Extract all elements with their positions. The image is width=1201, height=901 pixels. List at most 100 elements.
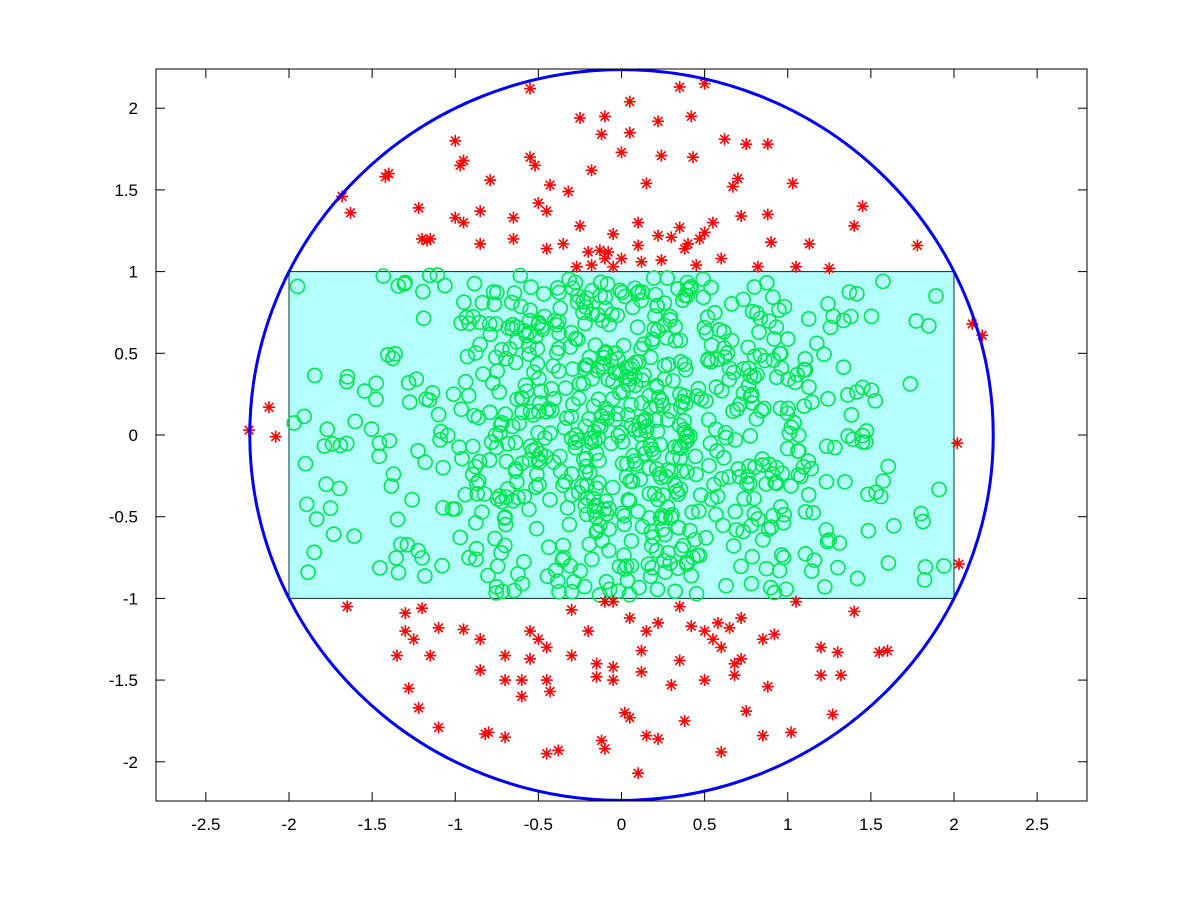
circle-marker [491, 384, 507, 400]
asterisk-marker [565, 603, 578, 616]
circle-marker [508, 334, 525, 350]
y-tick-label: -1.5 [109, 671, 138, 690]
circle-marker [500, 320, 516, 336]
outside-points [243, 77, 989, 780]
circle-marker [601, 542, 617, 559]
y-tick-label: 1 [129, 263, 138, 282]
circle-marker [695, 271, 711, 287]
circle-marker [801, 379, 817, 395]
circle-marker [837, 474, 853, 490]
circle-marker [480, 567, 496, 584]
asterisk-marker [341, 600, 354, 613]
asterisk-marker [848, 219, 861, 232]
circle-marker [466, 275, 483, 292]
circle-marker [843, 407, 860, 423]
circle-marker [640, 556, 657, 572]
circle-marker [631, 421, 647, 438]
circle-marker [768, 475, 785, 492]
circle-marker [588, 524, 605, 540]
asterisk-marker [735, 210, 748, 223]
circle-marker [772, 345, 789, 362]
circle-marker [389, 511, 406, 528]
circle-marker [424, 385, 441, 401]
circle-marker [368, 375, 385, 392]
circle-marker [667, 583, 683, 600]
circle-marker [387, 346, 403, 362]
circle-marker [652, 510, 669, 526]
circle-marker [719, 345, 736, 361]
circle-marker [461, 549, 477, 566]
circle-marker [575, 375, 592, 392]
circle-marker [457, 486, 474, 503]
circle-marker [435, 459, 451, 476]
circle-marker [658, 468, 674, 485]
asterisk-marker [761, 680, 774, 693]
asterisk-marker [499, 649, 512, 662]
circle-marker [611, 384, 628, 401]
circle-marker [679, 282, 696, 298]
circle-marker [542, 491, 558, 508]
asterisk-marker [873, 646, 886, 659]
asterisk-marker [751, 260, 764, 273]
circle-marker [740, 377, 757, 394]
asterisk-marker [635, 644, 648, 657]
circle-marker [481, 452, 498, 468]
circle-marker [470, 409, 487, 426]
circle-marker [656, 295, 673, 311]
circle-marker [928, 288, 944, 304]
circle-marker [612, 424, 629, 441]
circle-marker [504, 418, 521, 435]
circle-marker [818, 522, 835, 538]
asterisk-marker [652, 732, 665, 745]
circle-marker [631, 283, 647, 300]
circle-marker [670, 519, 687, 536]
circle-marker [537, 430, 553, 446]
circle-marker [758, 476, 774, 492]
circle-marker [564, 361, 581, 377]
circle-marker [486, 296, 503, 312]
circle-marker [755, 531, 771, 548]
circle-marker [408, 371, 425, 387]
circle-marker [727, 503, 744, 520]
asterisk-marker [598, 252, 611, 265]
circle-marker [863, 382, 880, 399]
circle-marker [779, 440, 796, 457]
circle-marker [609, 307, 626, 324]
circle-marker [699, 309, 716, 326]
circle-marker [513, 298, 529, 315]
circle-marker [916, 572, 933, 588]
asterisk-marker [790, 260, 803, 273]
circle-marker [637, 445, 653, 462]
circle-marker [822, 319, 839, 336]
circle-marker [581, 349, 598, 366]
asterisk-marker [715, 745, 728, 758]
circle-marker [700, 352, 716, 369]
circle-marker [468, 514, 484, 531]
circle-marker [488, 585, 504, 601]
circle-marker [728, 522, 745, 538]
circle-marker [671, 417, 688, 433]
circle-marker [417, 568, 433, 584]
asterisk-marker [540, 674, 553, 687]
circle-marker [363, 421, 380, 437]
circle-marker [629, 319, 646, 335]
asterisk-marker [623, 612, 636, 624]
circle-marker [601, 500, 617, 517]
circle-marker [867, 393, 884, 409]
circle-marker [451, 439, 467, 455]
circle-marker [632, 471, 648, 488]
circle-marker [529, 340, 546, 357]
x-tick-label: 2.5 [1025, 815, 1049, 834]
circle-marker [577, 299, 594, 315]
asterisk-marker [484, 174, 497, 187]
circle-marker [562, 339, 579, 355]
asterisk-marker [424, 232, 437, 245]
circle-marker [804, 394, 820, 410]
circle-marker [830, 559, 846, 576]
circle-marker [673, 541, 689, 558]
circle-marker [497, 537, 513, 554]
circle-marker [915, 513, 931, 530]
circle-marker [765, 507, 781, 524]
circle-marker [528, 479, 544, 495]
circle-marker [676, 388, 693, 404]
